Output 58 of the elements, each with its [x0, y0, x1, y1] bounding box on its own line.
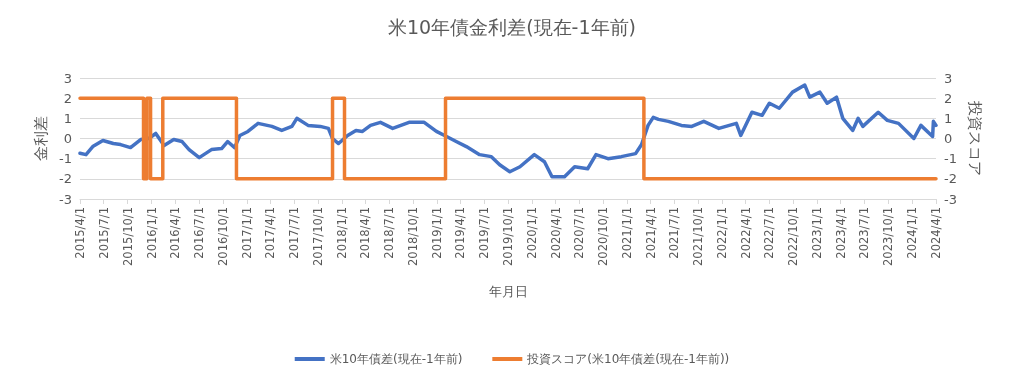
line-series [78, 83, 938, 179]
x-tick-label: 2020/10/1 [596, 207, 611, 266]
x-tick-label: 2023/1/1 [810, 207, 825, 259]
chart-title: 米10年債金利差(現在-1年前) [388, 15, 636, 38]
x-tick-label: 2020/4/1 [548, 207, 563, 259]
y2-tick-label: 1 [944, 110, 953, 126]
x-tick-label: 2016/7/1 [191, 207, 206, 259]
x-tick-label: 2015/10/1 [120, 207, 135, 266]
x-axis-title: 年月日 [488, 284, 528, 299]
x-tick-label: 2019/7/1 [477, 207, 492, 259]
x-tick-label: 2021/1/1 [620, 207, 635, 259]
x-tick-label: 2017/7/1 [287, 207, 301, 259]
x-tick-label: 2021/4/1 [643, 207, 658, 259]
y2-tick-label: 3 [944, 70, 953, 86]
x-tick-label: 2016/10/1 [215, 207, 230, 266]
x-tick-label: 2023/4/1 [833, 207, 848, 259]
x-tick-label: 2024/4/1 [929, 207, 943, 259]
x-tick-label: 2023/10/1 [881, 207, 896, 266]
x-tick-label: 2022/4/1 [738, 207, 753, 259]
x-tick-label: 2016/4/1 [168, 207, 183, 259]
x-tick-label: 2017/4/1 [263, 207, 278, 259]
y-tick-label: 2 [63, 90, 72, 106]
y-tick-label: -2 [59, 171, 72, 187]
x-tick-label: 2022/10/1 [786, 207, 801, 266]
y-axis-title: 金利差 [31, 116, 50, 161]
x-tick-label: 2022/1/1 [715, 207, 730, 259]
y-tick-label: -3 [59, 191, 72, 207]
y-tick-label: 3 [63, 70, 72, 86]
x-tick-label: 2018/4/1 [358, 207, 373, 259]
y-tick-label: 0 [63, 131, 72, 146]
x-tick-label: 2021/7/1 [667, 207, 682, 259]
y2-tick-label: -2 [944, 171, 957, 187]
legend-label: 米10年債差(現在-1年前) [329, 352, 463, 366]
x-tick-label: 2015/7/1 [96, 207, 111, 259]
x-tick-label: 2018/10/1 [405, 207, 420, 266]
x-tick-label: 2017/1/1 [239, 207, 254, 259]
y2-tick-label: 0 [944, 131, 953, 146]
x-tick-label: 2020/7/1 [572, 207, 587, 259]
x-tick-label: 2015/4/1 [73, 207, 87, 259]
x-tick-label: 2019/4/1 [453, 207, 468, 259]
x-tick-label: 2020/1/1 [524, 207, 539, 259]
x-tick-label: 2016/1/1 [144, 207, 159, 259]
x-tick-label: 2022/7/1 [762, 207, 777, 259]
x-tick-label: 2023/7/1 [857, 207, 872, 259]
x-tick-label: 2017/10/1 [310, 207, 325, 266]
x-tick-label: 2019/10/1 [501, 207, 515, 266]
x-tick-label: 2018/1/1 [334, 207, 349, 259]
x-tick-label: 2021/10/1 [691, 207, 706, 266]
y2-tick-label: -1 [944, 151, 957, 167]
y2-tick-label: 2 [944, 90, 953, 106]
y-tick-label: -1 [59, 151, 72, 167]
y2-tick-label: -3 [944, 191, 957, 207]
legend-label: 投資スコア(米10年債差(現在-1年前)) [526, 352, 730, 366]
y2-axis-title: 投資スコア [966, 100, 985, 176]
x-tick-label: 2024/1/1 [905, 207, 920, 259]
x-tick-label: 2019/1/1 [429, 207, 444, 259]
x-tick-label: 2018/7/1 [382, 207, 397, 259]
y-tick-label: 1 [63, 110, 72, 126]
